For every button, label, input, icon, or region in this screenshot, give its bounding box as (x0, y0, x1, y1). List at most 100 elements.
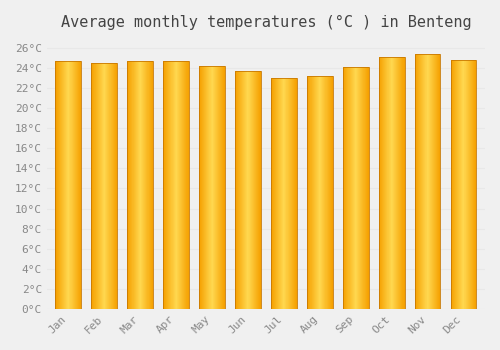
Bar (81, 61, 82, 309)
Bar (98, 63, 99, 309)
Bar (461, 60, 462, 309)
Bar (378, 57, 404, 309)
Bar (382, 57, 383, 309)
Bar (205, 66, 206, 309)
Bar (414, 54, 415, 309)
Bar (397, 57, 398, 309)
Bar (450, 60, 476, 309)
Bar (282, 78, 283, 309)
Bar (275, 78, 276, 309)
Bar (313, 76, 314, 309)
Bar (65, 61, 66, 309)
Bar (182, 61, 183, 309)
Bar (150, 61, 151, 309)
Bar (454, 60, 455, 309)
Bar (343, 67, 368, 309)
Bar (466, 60, 467, 309)
Bar (452, 60, 453, 309)
Bar (137, 61, 138, 309)
Bar (172, 61, 173, 309)
Bar (273, 78, 274, 309)
Bar (464, 60, 465, 309)
Bar (64, 61, 65, 309)
Bar (76, 61, 77, 309)
Bar (392, 57, 393, 309)
Bar (327, 76, 328, 309)
Bar (235, 71, 236, 309)
Bar (403, 57, 404, 309)
Bar (286, 78, 287, 309)
Bar (222, 66, 223, 309)
Bar (291, 78, 292, 309)
Bar (133, 61, 134, 309)
Bar (199, 66, 225, 309)
Bar (75, 61, 76, 309)
Bar (185, 61, 186, 309)
Bar (239, 71, 240, 309)
Bar (420, 54, 421, 309)
Bar (101, 63, 102, 309)
Bar (95, 63, 96, 309)
Bar (214, 66, 215, 309)
Bar (381, 57, 382, 309)
Bar (68, 61, 69, 309)
Bar (417, 54, 418, 309)
Bar (56, 61, 82, 309)
Bar (116, 63, 117, 309)
Bar (457, 60, 458, 309)
Bar (475, 60, 476, 309)
Bar (348, 67, 349, 309)
Bar (463, 60, 464, 309)
Bar (277, 78, 278, 309)
Bar (430, 54, 431, 309)
Bar (99, 63, 100, 309)
Bar (136, 61, 137, 309)
Bar (249, 71, 250, 309)
Bar (208, 66, 209, 309)
Bar (56, 61, 57, 309)
Bar (92, 63, 118, 309)
Bar (113, 63, 114, 309)
Bar (355, 67, 356, 309)
Bar (256, 71, 257, 309)
Bar (346, 67, 347, 309)
Bar (421, 54, 422, 309)
Bar (111, 63, 112, 309)
Bar (399, 57, 400, 309)
Bar (425, 54, 426, 309)
Bar (238, 71, 239, 309)
Bar (165, 61, 166, 309)
Bar (458, 60, 459, 309)
Bar (309, 76, 310, 309)
Bar (387, 57, 388, 309)
Bar (438, 54, 439, 309)
Bar (59, 61, 60, 309)
Bar (217, 66, 218, 309)
Bar (209, 66, 210, 309)
Title: Average monthly temperatures (°C ) in Benteng: Average monthly temperatures (°C ) in Be… (60, 15, 471, 30)
Bar (243, 71, 244, 309)
Bar (60, 61, 61, 309)
Bar (94, 63, 95, 309)
Bar (114, 63, 115, 309)
Bar (74, 61, 75, 309)
Bar (330, 76, 331, 309)
Bar (202, 66, 203, 309)
Bar (78, 61, 79, 309)
Bar (422, 54, 423, 309)
Bar (260, 71, 261, 309)
Bar (109, 63, 110, 309)
Bar (244, 71, 245, 309)
Bar (287, 78, 288, 309)
Bar (271, 78, 272, 309)
Bar (312, 76, 313, 309)
Bar (393, 57, 394, 309)
Bar (278, 78, 279, 309)
Bar (283, 78, 284, 309)
Bar (365, 67, 366, 309)
Bar (315, 76, 316, 309)
Bar (474, 60, 475, 309)
Bar (326, 76, 327, 309)
Bar (236, 71, 237, 309)
Bar (139, 61, 140, 309)
